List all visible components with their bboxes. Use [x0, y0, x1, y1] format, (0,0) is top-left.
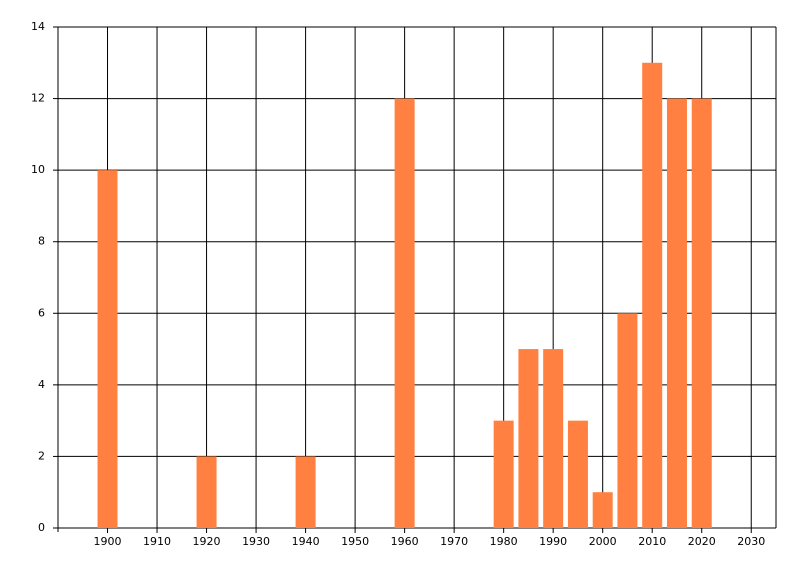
- bar: [295, 456, 316, 528]
- bar: [97, 170, 118, 528]
- x-tick-label: 2020: [688, 535, 716, 548]
- bar: [691, 98, 712, 529]
- y-tick-label: 10: [31, 163, 45, 176]
- y-tick-label: 6: [38, 306, 45, 319]
- bar: [617, 313, 638, 528]
- y-tick-label: 12: [31, 92, 45, 105]
- y-tick-label: 14: [31, 20, 45, 33]
- y-tick-label: 2: [38, 449, 45, 462]
- bar: [543, 349, 564, 528]
- x-tick-label: 1950: [341, 535, 369, 548]
- bar: [642, 62, 663, 529]
- x-tick-label: 1900: [94, 535, 122, 548]
- bar: [518, 349, 539, 528]
- x-tick-label: 1920: [193, 535, 221, 548]
- x-tick-label: 1960: [391, 535, 419, 548]
- y-tick-label: 4: [38, 378, 45, 391]
- bar: [567, 420, 588, 528]
- x-tick-label: 1940: [292, 535, 320, 548]
- y-tick-label: 8: [38, 235, 45, 248]
- x-tick-label: 1990: [539, 535, 567, 548]
- x-tick-label: 1930: [242, 535, 270, 548]
- bar: [666, 98, 687, 529]
- bar: [493, 420, 514, 528]
- x-tick-label: 2000: [589, 535, 617, 548]
- x-tick-label: 2010: [638, 535, 666, 548]
- bar: [196, 456, 217, 528]
- x-tick-label: 1910: [143, 535, 171, 548]
- x-tick-label: 2030: [737, 535, 765, 548]
- y-tick-label: 0: [38, 521, 45, 534]
- x-tick-label: 1980: [490, 535, 518, 548]
- bar: [394, 98, 415, 529]
- x-tick-label: 1970: [440, 535, 468, 548]
- bar: [592, 492, 613, 528]
